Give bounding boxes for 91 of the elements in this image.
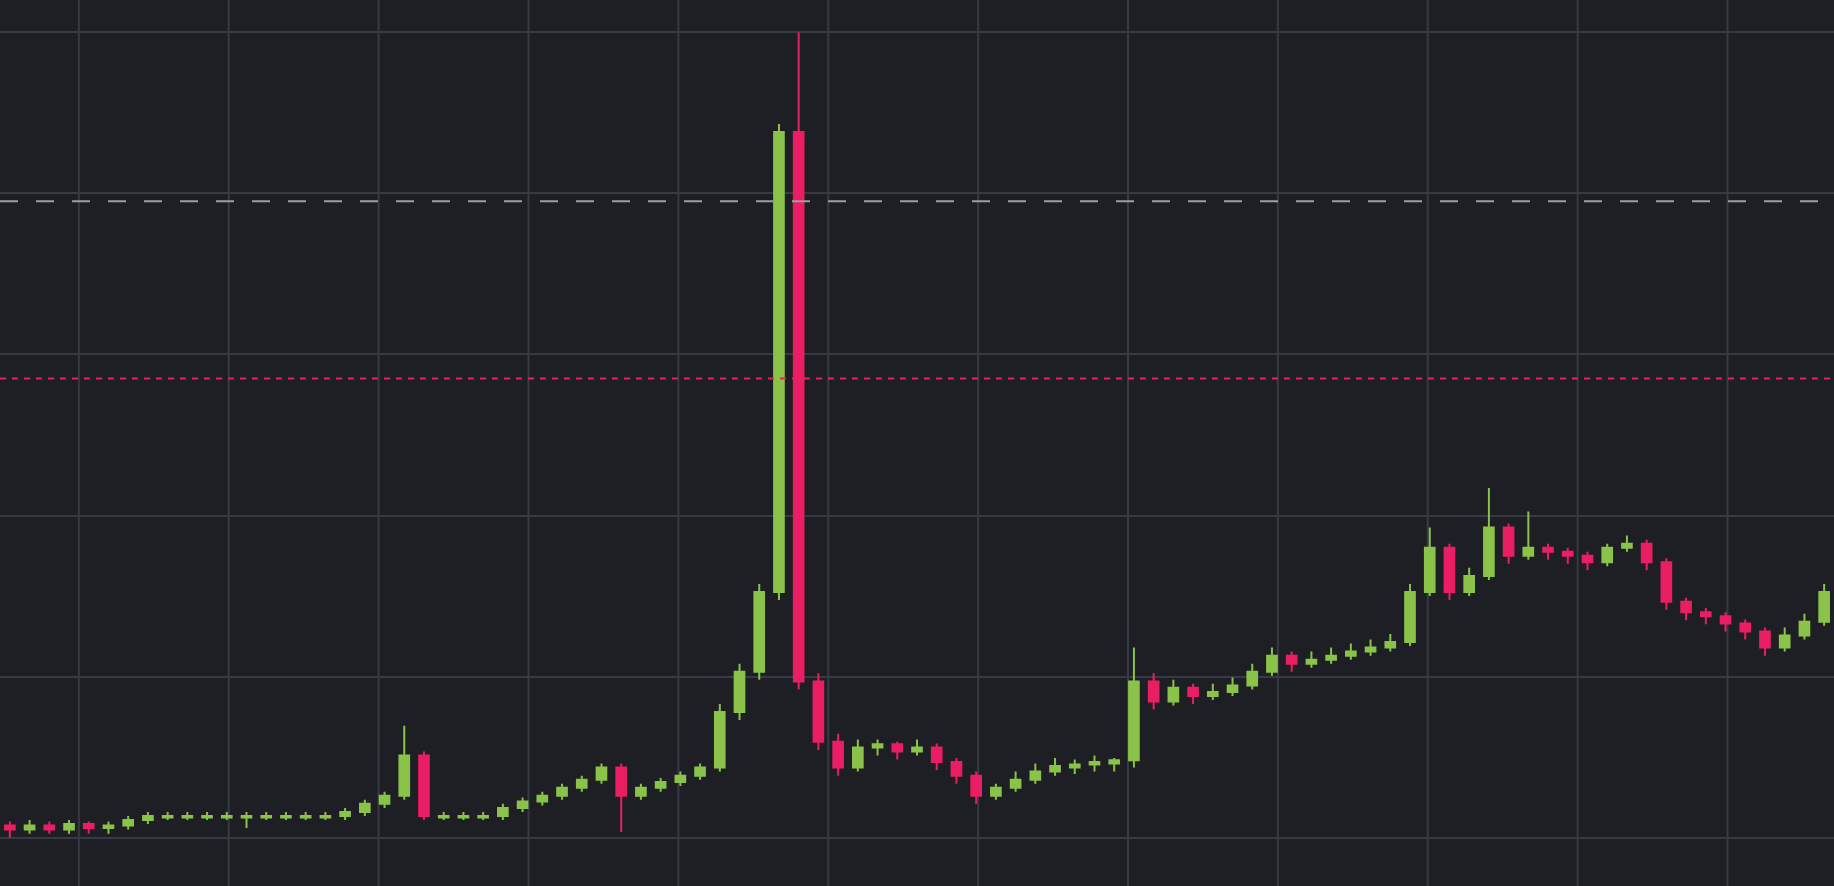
candlestick [694,762,706,781]
candlestick [1502,522,1515,565]
candlestick [970,770,982,805]
candlestick [1818,582,1830,627]
candlestick [102,820,115,835]
candlestick [1029,762,1042,785]
candlestick [1522,510,1535,561]
candlestick [181,810,194,821]
candlestick [713,702,726,773]
candlestick [615,762,628,834]
candlestick [1640,538,1653,572]
candlestick [832,732,844,777]
candlestick [1483,487,1495,581]
candlestick [122,814,135,831]
candlestick [1187,682,1199,705]
candlestick [4,820,16,839]
candlestick [1049,756,1061,777]
candlestick [1778,626,1791,653]
candlestick [753,582,766,681]
candlestick [1739,618,1752,641]
candlestick [575,774,588,793]
candlestick [201,810,213,821]
candlestick [1364,638,1377,657]
candlestick [418,750,430,821]
candlestick [23,818,36,835]
candlestick [1246,662,1259,691]
candlestick [871,738,884,757]
candlestick [1621,534,1633,553]
candlestick [1423,526,1436,598]
candlestick [142,810,154,825]
candlestick [220,810,233,821]
candlestick [516,796,529,813]
candlestick [990,782,1002,801]
candlestick [536,790,549,807]
candlestick [43,820,56,835]
candlestick [812,672,825,751]
candlestick [280,810,292,821]
candlestick [1463,566,1475,598]
candlestick [1561,546,1574,565]
candlestick [950,756,963,785]
candlestick [398,724,411,801]
candlestick [1128,646,1140,769]
candlestick [911,738,923,757]
candlestick [1266,646,1278,677]
candlestick [299,810,312,821]
candlestick [1680,596,1692,622]
candlestick [1345,642,1357,661]
candlestick [1581,550,1594,572]
candlestick [319,810,332,821]
candlestick [852,738,864,773]
candlestick [437,810,450,821]
candlestick [556,782,568,801]
candlestick [1088,754,1101,773]
candlestick [63,818,75,835]
candlestick [930,742,943,772]
candlestick [1384,632,1397,653]
candlestick [1798,612,1811,641]
candlestick [359,798,371,817]
candlestick [1305,650,1318,669]
candlestick [378,790,391,809]
candlestick [773,123,785,602]
candlestick [477,810,489,821]
candlestick [161,810,174,821]
candlestick [1285,650,1298,673]
candlestick [457,810,470,821]
candlestick [1601,542,1614,568]
candlestick [654,777,667,793]
candlestick [1206,682,1219,701]
candlestick [240,810,253,829]
candlestick [1325,646,1337,665]
candlestick [1068,758,1081,776]
candlestick [1542,542,1554,561]
candlestick [82,820,95,835]
candlestick [1759,626,1771,657]
candlestick [595,762,608,785]
candlestick [1404,582,1416,647]
candlestick [339,806,351,821]
candlestick [1699,607,1712,626]
candlestick [497,802,509,821]
candlestick [1147,672,1160,711]
candlestick [635,782,647,801]
candlestick [1660,557,1673,611]
candlestick [1226,676,1239,697]
candlestick [891,740,904,761]
candlestick [1009,770,1022,793]
candlestick [733,662,746,722]
candlestick [1167,678,1180,707]
candlestick [260,810,273,821]
candlestick [1719,611,1732,633]
candlestick [1108,756,1121,773]
candlestick [1443,542,1456,602]
